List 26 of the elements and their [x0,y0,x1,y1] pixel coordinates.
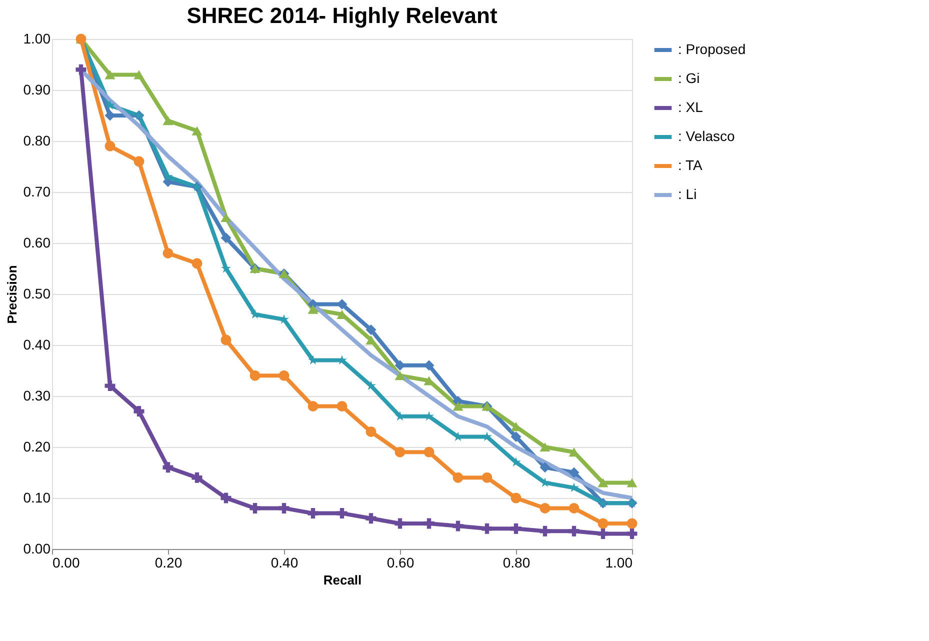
chart-title: SHREC 2014- Highly Relevant [186,3,498,28]
x-tick-label: 0.00 [52,554,80,570]
legend-label: : Gi [678,70,700,86]
legend-label: : Li [678,186,697,202]
y-tick-label: 0.90 [23,82,51,98]
x-axis-title: Recall [323,572,362,588]
y-tick-label: 0.50 [23,286,51,302]
y-tick-label: 0.70 [23,184,51,200]
y-tick-label: 0.10 [23,490,51,506]
y-tick-label: 0.80 [23,132,51,148]
x-tick-label: 0.60 [386,554,414,570]
y-tick-label: 0.00 [23,540,51,556]
x-tick-label: 0.20 [154,554,182,570]
x-tick-label: 0.80 [502,554,530,570]
y-tick-label: 1.00 [23,30,51,46]
y-axis-title: Precision [4,265,20,324]
legend-label: : Velasco [678,128,736,144]
x-tick-label: 1.00 [605,554,633,570]
y-tick-label: 0.60 [23,234,51,250]
y-tick-label: 0.30 [23,388,51,404]
legend-label: : Proposed [678,41,746,57]
legend-label: : TA [678,157,704,173]
x-tick-label: 0.40 [270,554,298,570]
y-tick-label: 0.20 [23,438,51,454]
y-tick-label: 0.40 [23,336,51,352]
legend-label: : XL [678,99,704,115]
